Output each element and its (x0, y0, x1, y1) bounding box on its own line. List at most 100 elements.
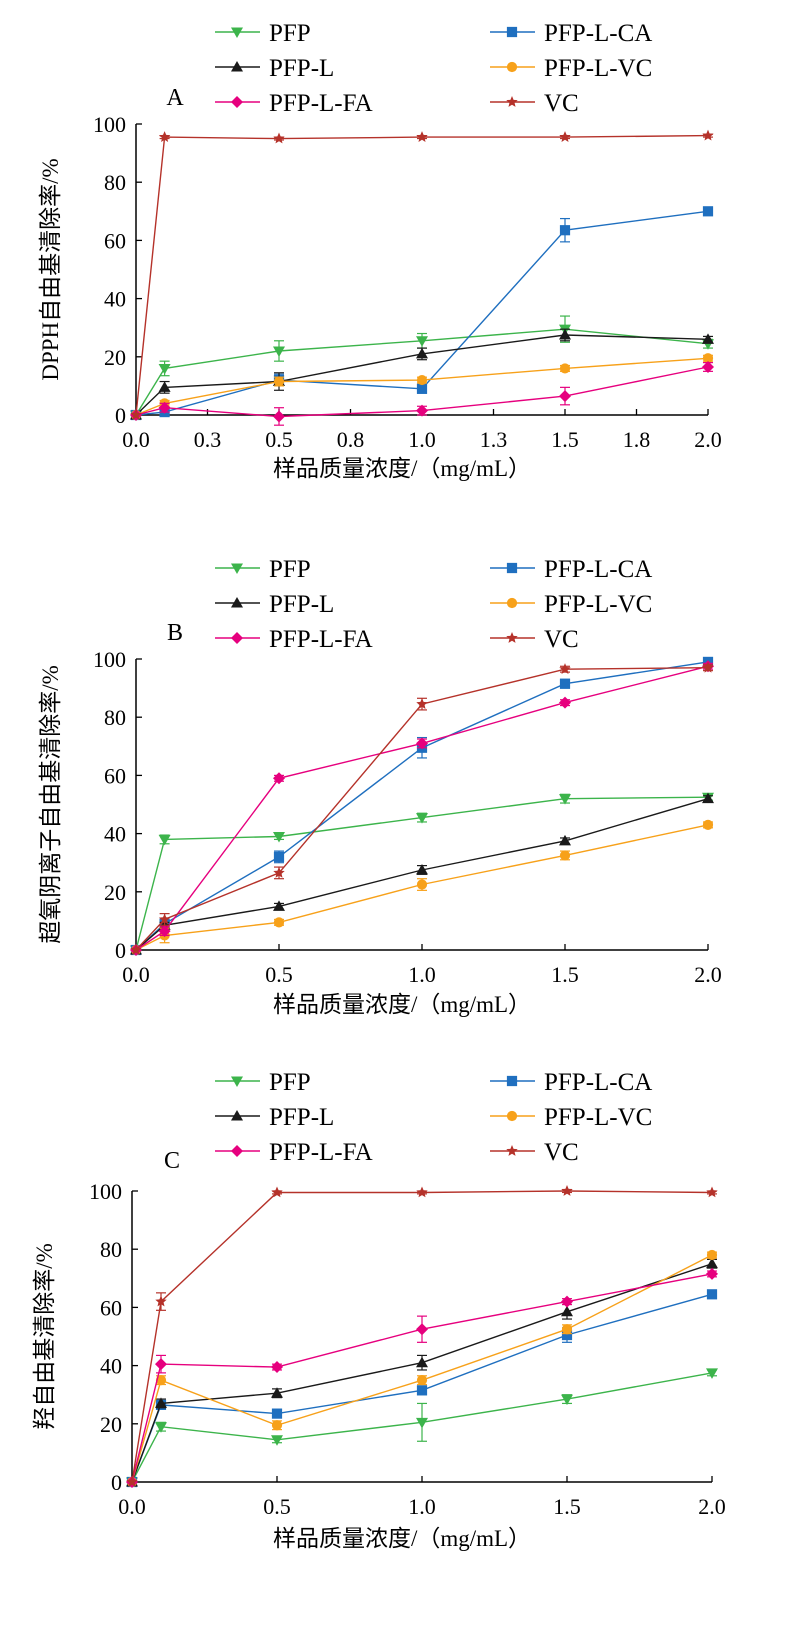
data-point (271, 1361, 283, 1374)
x-tick-label: 0.5 (265, 962, 293, 987)
data-point (416, 1385, 428, 1396)
data-point (158, 131, 171, 142)
x-tick-label: 0.0 (122, 962, 150, 987)
legend-label: PFP (269, 1069, 311, 1096)
data-point (559, 794, 571, 805)
y-tick-label: 60 (100, 1295, 122, 1320)
data-point (559, 328, 571, 340)
legend-label: VC (544, 90, 579, 117)
data-point (155, 1397, 167, 1408)
legend-item: PFP-L-FA (215, 626, 373, 653)
chart-panel-B: PFP PFP-L-CA PFP-L PFP-L-VC PFP-L-FA VC B 0.0 0.… (38, 556, 722, 1017)
legend-item: PFP-L-CA (490, 1069, 652, 1096)
x-tick-label: 1.8 (623, 427, 651, 452)
x-tick-label: 1.3 (480, 427, 508, 452)
y-axis-label: 羟自由基清除率/% (32, 1243, 57, 1430)
data-point (416, 863, 428, 875)
legend-marker (231, 1076, 243, 1087)
legend-marker (506, 632, 518, 643)
chart-panel-A: PFP PFP-L-CA PFP-L PFP-L-VC PFP-L-FA VC A 0.0 0.… (38, 20, 722, 481)
legend-marker (231, 597, 243, 608)
data-point (702, 792, 714, 804)
legend-label: PFP-L-FA (269, 626, 373, 653)
legend-marker (506, 1110, 518, 1122)
series-VC (130, 129, 714, 420)
y-tick-label: 100 (93, 112, 126, 137)
y-tick-label: 0 (115, 938, 126, 963)
data-point (273, 851, 285, 862)
legend-marker (231, 563, 243, 574)
legend-label: PFP-L-CA (544, 20, 652, 47)
legend-item: PFP-L (215, 591, 334, 618)
legend-item: PFP-L-VC (490, 1104, 652, 1131)
legend-item: VC (490, 90, 579, 117)
series-PFP-L-CA (130, 206, 714, 421)
legend-marker (231, 96, 243, 108)
legend-item: PFP (215, 556, 311, 583)
x-tick-label: 1.0 (408, 962, 436, 987)
data-point (416, 813, 428, 824)
y-axis-label: 超氧阴离子自由基清除率/% (38, 665, 63, 944)
data-point (706, 1289, 718, 1300)
data-point (416, 698, 428, 709)
data-point (416, 1186, 428, 1198)
legend-label: PFP-L (269, 1104, 334, 1131)
x-tick-label: 2.0 (694, 427, 722, 452)
series-PFP-L-FA (130, 360, 714, 426)
legend-item: PFP-L-VC (490, 55, 652, 82)
data-point (155, 1295, 167, 1307)
x-axis-label: 样品质量浓度/（mg/mL） (273, 1526, 531, 1551)
series-line (135, 357, 709, 416)
legend-marker (506, 96, 518, 107)
x-axis-label: 样品质量浓度/（mg/mL） (273, 456, 531, 481)
y-tick-label: 0 (111, 1470, 122, 1495)
data-point (273, 917, 285, 928)
legend-label: VC (544, 1139, 579, 1166)
data-point (559, 850, 571, 861)
data-point (702, 206, 714, 217)
data-point (559, 225, 571, 236)
legend-label: PFP (269, 20, 311, 47)
y-axis-label: DPPH自由基清除率/% (38, 158, 63, 380)
legend-item: PFP-L-FA (215, 1139, 373, 1166)
data-point (559, 363, 571, 374)
data-point (561, 1305, 573, 1317)
data-point (158, 834, 171, 846)
data-point (559, 696, 571, 709)
series-line (131, 1263, 713, 1483)
legend-item: PFP (215, 20, 311, 47)
legend-label: PFP-L-FA (269, 90, 373, 117)
y-tick-label: 20 (104, 880, 126, 905)
data-point (416, 1323, 428, 1336)
data-point (158, 401, 171, 414)
data-point (158, 925, 171, 938)
data-point (273, 376, 285, 387)
data-point (273, 410, 285, 423)
data-point (706, 1186, 718, 1198)
legend-marker (231, 27, 243, 38)
y-tick-label: 80 (104, 705, 126, 730)
data-point (271, 1435, 283, 1446)
data-point (273, 900, 285, 911)
y-tick-label: 40 (104, 287, 126, 312)
data-point (273, 346, 285, 357)
data-point (416, 737, 428, 750)
series-line (131, 1190, 713, 1483)
series-line (135, 667, 709, 951)
data-point (702, 353, 714, 364)
y-tick-label: 20 (104, 345, 126, 370)
series-VC (130, 661, 714, 955)
series-line (131, 1254, 713, 1483)
data-point (416, 1356, 428, 1368)
legend-label: PFP-L-CA (544, 1069, 652, 1096)
data-point (416, 131, 428, 142)
x-tick-label: 1.5 (551, 962, 579, 987)
data-point (416, 1417, 428, 1429)
data-point (702, 360, 714, 373)
data-point (158, 363, 171, 375)
data-point (559, 678, 571, 689)
data-point (706, 1368, 718, 1379)
x-tick-label: 2.0 (698, 1494, 726, 1519)
data-point (561, 1185, 573, 1196)
data-point (416, 879, 428, 890)
